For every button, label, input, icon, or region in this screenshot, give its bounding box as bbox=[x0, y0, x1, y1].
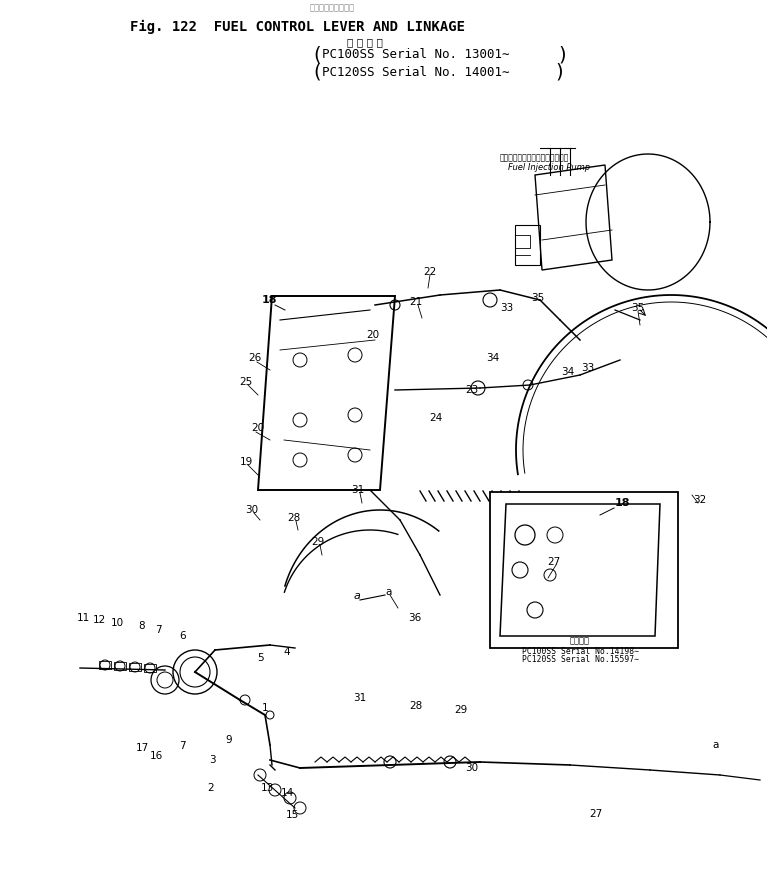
Text: 5: 5 bbox=[257, 653, 263, 663]
Text: a: a bbox=[713, 740, 719, 750]
Text: 7: 7 bbox=[155, 625, 161, 635]
Text: 13: 13 bbox=[260, 783, 274, 793]
Text: 2: 2 bbox=[208, 783, 214, 793]
Text: 35: 35 bbox=[631, 303, 644, 313]
Text: a: a bbox=[353, 591, 360, 601]
Text: 18: 18 bbox=[614, 498, 630, 508]
Text: 10: 10 bbox=[110, 618, 123, 628]
Text: 30: 30 bbox=[245, 505, 258, 515]
Text: 17: 17 bbox=[135, 743, 149, 753]
Text: 24: 24 bbox=[430, 413, 443, 423]
Text: ): ) bbox=[555, 62, 563, 81]
Text: 1: 1 bbox=[262, 703, 268, 713]
Text: 36: 36 bbox=[408, 613, 422, 623]
Text: 11: 11 bbox=[77, 613, 90, 623]
Text: PC120SS Serial No.15597∼: PC120SS Serial No.15597∼ bbox=[522, 656, 638, 665]
Text: 適 用 号 機: 適 用 号 機 bbox=[347, 37, 383, 47]
Text: 4: 4 bbox=[284, 647, 291, 657]
Text: 33: 33 bbox=[500, 303, 514, 313]
Text: ): ) bbox=[558, 45, 565, 64]
Text: 28: 28 bbox=[288, 513, 301, 523]
Text: 34: 34 bbox=[561, 367, 574, 377]
Text: 27: 27 bbox=[548, 557, 561, 567]
Text: 32: 32 bbox=[693, 495, 706, 505]
Text: Fuel Injection Pump: Fuel Injection Pump bbox=[508, 163, 590, 172]
Text: 25: 25 bbox=[239, 377, 252, 387]
Text: 21: 21 bbox=[410, 297, 423, 307]
Text: 29: 29 bbox=[311, 537, 324, 547]
Text: 28: 28 bbox=[410, 701, 423, 711]
Text: 燃料調速手柄及連桿: 燃料調速手柄及連桿 bbox=[310, 4, 355, 12]
Bar bbox=[490, 492, 678, 648]
Text: 31: 31 bbox=[354, 693, 367, 703]
Bar bbox=[129, 663, 141, 671]
Text: 27: 27 bbox=[589, 809, 603, 819]
Text: 15: 15 bbox=[285, 810, 298, 820]
Bar bbox=[114, 662, 126, 670]
Text: 9: 9 bbox=[225, 735, 232, 745]
Bar bbox=[144, 664, 156, 672]
Text: PC100SS Serial No. 13001∼: PC100SS Serial No. 13001∼ bbox=[322, 48, 509, 62]
Text: (: ( bbox=[313, 62, 321, 81]
Text: 16: 16 bbox=[150, 751, 163, 761]
Bar bbox=[99, 661, 111, 669]
Text: 3: 3 bbox=[209, 755, 216, 765]
Text: 20: 20 bbox=[252, 423, 265, 433]
Text: (: ( bbox=[313, 45, 321, 64]
Text: 6: 6 bbox=[179, 631, 186, 641]
Text: 20: 20 bbox=[367, 330, 380, 340]
Text: フェエルインジェクションポンプ: フェエルインジェクションポンプ bbox=[500, 153, 569, 162]
Text: 14: 14 bbox=[281, 788, 294, 798]
Text: 33: 33 bbox=[581, 363, 594, 373]
Text: PC120SS Serial No. 14001∼: PC120SS Serial No. 14001∼ bbox=[322, 65, 509, 78]
Text: Fig. 122  FUEL CONTROL LEVER AND LINKAGE: Fig. 122 FUEL CONTROL LEVER AND LINKAGE bbox=[130, 20, 465, 34]
Text: 29: 29 bbox=[454, 705, 468, 715]
Text: 19: 19 bbox=[239, 457, 252, 467]
Text: 適用号機: 適用号機 bbox=[570, 637, 590, 646]
Text: 12: 12 bbox=[92, 615, 106, 625]
Text: 35: 35 bbox=[532, 293, 545, 303]
Text: 8: 8 bbox=[139, 621, 145, 631]
Text: 18: 18 bbox=[262, 295, 278, 305]
Text: 7: 7 bbox=[179, 741, 186, 751]
Text: PC100SS Serial No.14198∼: PC100SS Serial No.14198∼ bbox=[522, 647, 638, 656]
Text: 30: 30 bbox=[466, 763, 479, 773]
Text: 31: 31 bbox=[351, 485, 364, 495]
Text: 22: 22 bbox=[423, 267, 436, 277]
Text: 23: 23 bbox=[466, 385, 479, 395]
Text: 34: 34 bbox=[486, 353, 499, 363]
Text: a: a bbox=[386, 587, 392, 597]
Text: 26: 26 bbox=[249, 353, 262, 363]
